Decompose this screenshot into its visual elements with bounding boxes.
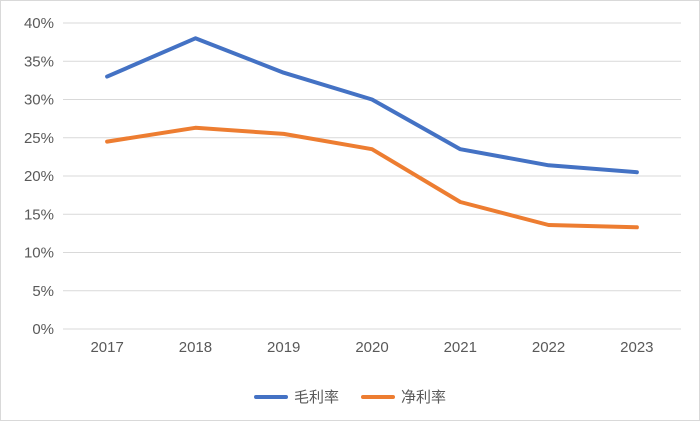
series-line-0 bbox=[105, 36, 639, 175]
legend-item[interactable]: 毛利率 bbox=[253, 388, 339, 406]
legend-label: 净利率 bbox=[401, 388, 447, 406]
legend-line-swatch-icon bbox=[361, 395, 395, 399]
y-axis-tick-label: 40% bbox=[24, 15, 54, 32]
legend-line-swatch-icon bbox=[253, 395, 288, 399]
series-line-1 bbox=[105, 125, 639, 230]
legend-label: 毛利率 bbox=[293, 388, 339, 406]
legend: 毛利率 净利率 bbox=[1, 386, 699, 408]
x-axis-tick-label: 2022 bbox=[532, 339, 565, 356]
y-axis-tick-label: 20% bbox=[24, 168, 54, 185]
x-axis-tick-label: 2017 bbox=[90, 339, 123, 356]
y-axis-tick-label: 25% bbox=[24, 130, 54, 147]
x-axis-tick-label: 2019 bbox=[267, 339, 300, 356]
legend-item[interactable]: 净利率 bbox=[361, 390, 446, 405]
x-axis-tick-label: 2023 bbox=[620, 339, 653, 356]
y-axis-tick-label: 5% bbox=[32, 283, 54, 300]
y-axis-tick-label: 15% bbox=[24, 206, 54, 223]
x-axis-tick-label: 2020 bbox=[355, 339, 388, 356]
x-axis-tick-label: 2021 bbox=[444, 339, 477, 356]
y-axis-tick-label: 35% bbox=[24, 53, 54, 70]
y-axis-tick-label: 0% bbox=[32, 321, 54, 338]
y-axis-tick-label: 10% bbox=[24, 245, 54, 262]
y-axis-tick-label: 30% bbox=[24, 92, 54, 109]
x-axis-tick-label: 2018 bbox=[179, 339, 212, 356]
